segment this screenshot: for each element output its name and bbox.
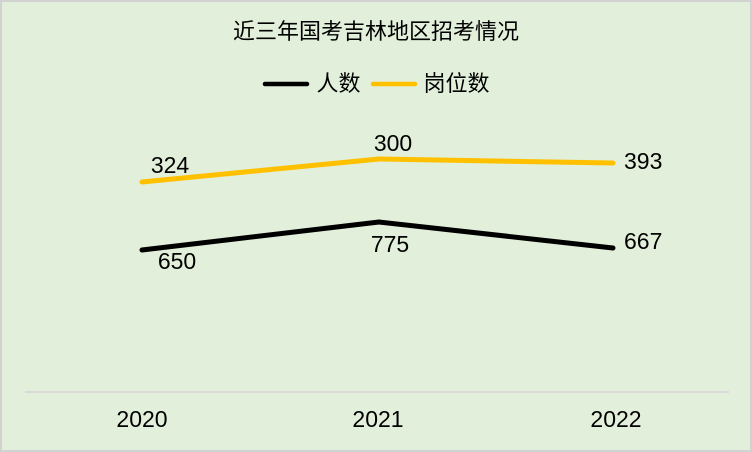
data-label-renshu-2021: 775 xyxy=(370,231,410,257)
legend-item-gangweishu: 岗位数 xyxy=(370,70,490,98)
legend-item-renshu: 人数 xyxy=(262,70,361,98)
legend: 人数 岗位数 xyxy=(2,70,750,98)
chart-title: 近三年国考吉林地区招考情况 xyxy=(232,19,519,44)
legend-label-renshu: 人数 xyxy=(316,71,361,96)
gangweishu-legend-line-icon xyxy=(370,81,417,87)
data-label-gangweishu-2020: 324 xyxy=(150,152,190,178)
x-axis-label-2021: 2021 xyxy=(352,406,404,432)
x-axis-label-2020: 2020 xyxy=(116,406,168,432)
data-label-gangweishu-2021: 300 xyxy=(373,130,413,156)
legend-label-gangweishu: 岗位数 xyxy=(423,71,490,96)
data-label-gangweishu-2022: 393 xyxy=(624,148,663,174)
data-label-renshu-2022: 667 xyxy=(624,228,663,254)
x-axis-label-2022: 2022 xyxy=(590,406,642,432)
renshu-legend-line-icon xyxy=(263,81,310,87)
renshu-series-line xyxy=(139,219,616,253)
data-label-renshu-2020: 650 xyxy=(157,248,197,274)
gangweishu-series-line xyxy=(139,156,616,185)
